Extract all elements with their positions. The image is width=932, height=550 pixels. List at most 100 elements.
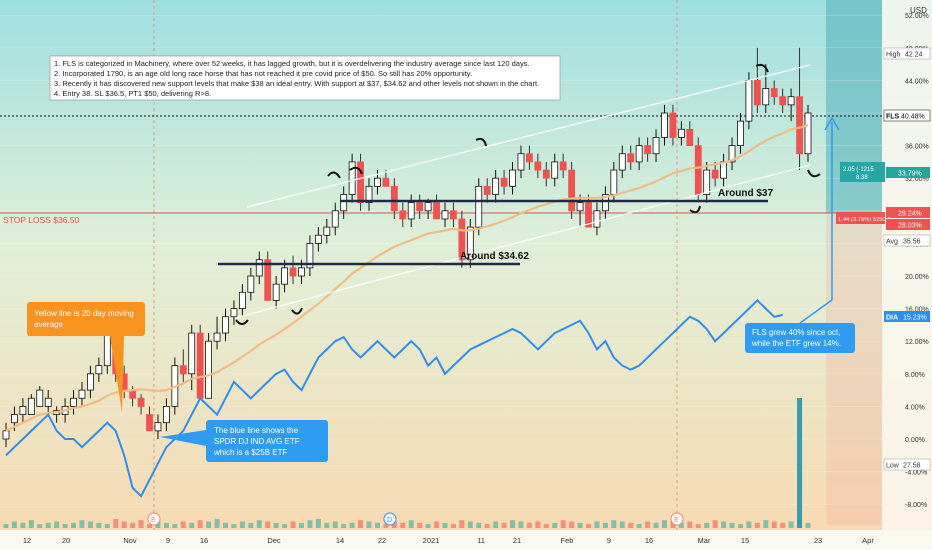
candle-body [44, 397, 52, 407]
candle-body [230, 308, 238, 318]
candle-body [19, 405, 27, 415]
time-axis-label: Mar [698, 536, 711, 545]
candle-body [551, 161, 559, 179]
candle-body [289, 267, 297, 277]
low-badge [883, 458, 931, 471]
event-marker-circle[interactable] [147, 512, 161, 526]
event-marker-circle[interactable] [670, 512, 684, 526]
volume-bar [526, 522, 532, 528]
volume-bar [20, 522, 26, 528]
price-tick-label: -8.00% [905, 502, 927, 509]
note-line-3: 3. Recently it has discovered new suppor… [54, 79, 539, 88]
volume-bar [239, 521, 245, 528]
candle-body [95, 365, 103, 375]
volume-bar [687, 521, 693, 528]
candle-body [694, 145, 702, 195]
red-value-text: 28.24% [898, 211, 922, 218]
green-value-text: 33.79% [898, 171, 922, 178]
time-axis-label: 2021 [423, 536, 440, 545]
candle-body [745, 80, 753, 122]
candle-body [585, 202, 592, 228]
blue-callout-pointer [160, 430, 206, 446]
candle-body [213, 332, 221, 342]
stop-loss-label: STOP LOSS $36.50 [3, 215, 80, 225]
volume-bar [79, 520, 85, 528]
candle-body [737, 120, 744, 147]
volume-bar [510, 520, 516, 528]
volume-bar [172, 524, 178, 528]
arrow-marker [349, 166, 363, 175]
time-axis-label: 9 [607, 536, 611, 545]
candle-body [787, 96, 795, 106]
candle-body [390, 185, 398, 212]
dia-badge [884, 311, 930, 322]
event-marker-circle[interactable] [383, 512, 397, 526]
volume-bar [560, 520, 566, 528]
event-marker-label: E [151, 517, 156, 524]
volume-bar [535, 521, 541, 528]
volume-bar [442, 522, 448, 528]
volume-bar [788, 521, 794, 528]
candle-body [222, 316, 229, 334]
price-tick-label: 4.00% [905, 404, 925, 411]
candle-body [593, 210, 601, 228]
price-tick-label: 8.00% [905, 372, 925, 379]
volume-bar [417, 522, 423, 528]
arrow-marker [807, 169, 821, 178]
candle-body [517, 153, 525, 171]
dia-badge-label: DIA [886, 315, 898, 322]
arrow-marker [235, 319, 249, 325]
volume-bar [307, 520, 313, 528]
volume-bar [408, 520, 414, 528]
channel-upper-line [246, 64, 811, 208]
price-scale-panel[interactable] [882, 0, 932, 530]
volume-bar [797, 398, 803, 528]
volume-bar [434, 521, 440, 528]
blue-callout-line-2: SPDR DJ IND AVG ETF [214, 437, 300, 446]
volume-bar [163, 522, 169, 528]
candle-body [323, 226, 331, 236]
volume-bar [265, 521, 271, 528]
yellow-callout: Yellow line is 20 day moving average [27, 302, 145, 412]
price-tick-label: 20.00% [905, 274, 929, 281]
candle-body [509, 169, 516, 187]
arrow-marker [755, 63, 769, 73]
candle-body [568, 169, 576, 212]
note-line-2: 2. Incorporated 1790, is an age old long… [54, 69, 472, 78]
time-axis[interactable] [0, 530, 932, 550]
volume-bar [358, 520, 364, 528]
yellow-callout-line-1: Yellow line is 20 day moving [34, 309, 134, 318]
growth-callout-box [745, 323, 855, 353]
ma20-line [5, 124, 809, 432]
high-badge [883, 47, 931, 60]
candle-body [348, 161, 356, 195]
candle-body [466, 226, 474, 261]
candle-body [534, 161, 542, 171]
candle-body [441, 210, 449, 220]
scale-badges: High 42.24 FLS 40.48% 2.05 (-1215 8.38 3… [836, 47, 931, 471]
volume-bar [290, 521, 296, 528]
volume-bar [746, 521, 752, 528]
volume-bar [763, 520, 769, 528]
blue-callout-line-1: The blue line shows the [214, 426, 299, 435]
event-marker-label: E [674, 517, 679, 524]
candle-body [526, 153, 533, 163]
candle-body [103, 332, 111, 367]
volume-bar [653, 522, 659, 528]
dia-line [5, 299, 783, 498]
candle-body [610, 169, 618, 195]
candle-body [450, 210, 457, 220]
volume-bar [37, 524, 43, 528]
candle-body [255, 259, 263, 277]
candle-body [686, 128, 694, 147]
volume-bar [130, 522, 136, 528]
volume-bar [721, 521, 727, 528]
time-axis-labels: 12 20 Nov 9 16 Dec 14 22 2021 11 21 Feb 9 16 Mar 15 23 Ap… [23, 536, 875, 545]
low-badge-value: 27.58 [903, 463, 921, 470]
candle-body [188, 332, 196, 375]
candle-body [272, 283, 280, 301]
volume-bar [628, 522, 634, 528]
price-tick-label: 0.00% [905, 437, 925, 444]
fls-badge [883, 109, 931, 122]
